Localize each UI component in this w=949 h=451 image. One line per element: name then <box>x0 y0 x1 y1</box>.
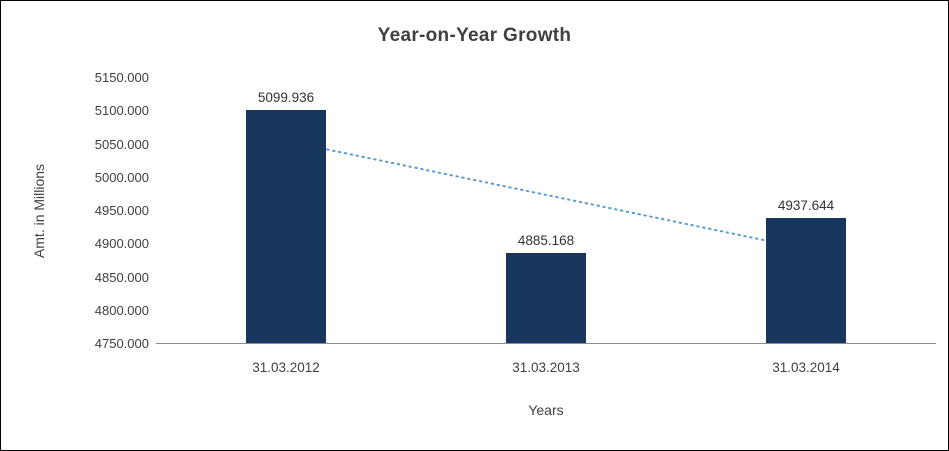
plot-area <box>156 78 936 344</box>
x-axis-category-label: 31.03.2012 <box>252 360 320 375</box>
x-axis-category-label: 31.03.2014 <box>772 360 840 375</box>
bar-data-label: 4937.644 <box>777 198 835 214</box>
trendline-path <box>285 139 807 250</box>
trendline <box>285 139 807 250</box>
y-axis-tick-label: 4850.000 <box>94 269 149 285</box>
y-axis-tick-label: 4950.000 <box>94 203 149 218</box>
x-axis-title: Years <box>528 402 564 418</box>
chart-title: Year-on-Year Growth <box>377 25 572 46</box>
y-axis-tick-label: 4800.000 <box>94 302 149 318</box>
y-axis-tick-label: 5100.000 <box>94 103 149 119</box>
bar-data-label: 5099.936 <box>257 90 315 106</box>
y-axis-tick-label: 5150.000 <box>94 70 149 85</box>
y-axis-tick-label: 5000.000 <box>94 169 149 185</box>
bar <box>246 110 326 343</box>
x-axis-category-label: 31.03.2013 <box>512 360 580 375</box>
bar <box>766 218 846 343</box>
y-axis-tick-label: 5050.000 <box>94 136 149 152</box>
bar-data-label: 4885.168 <box>517 233 575 249</box>
y-axis-tick-label: 4750.000 <box>94 336 149 351</box>
y-axis-title: Amt. in Millions <box>31 163 47 259</box>
bar <box>506 253 586 343</box>
y-axis-tick-label: 4900.000 <box>94 236 149 252</box>
